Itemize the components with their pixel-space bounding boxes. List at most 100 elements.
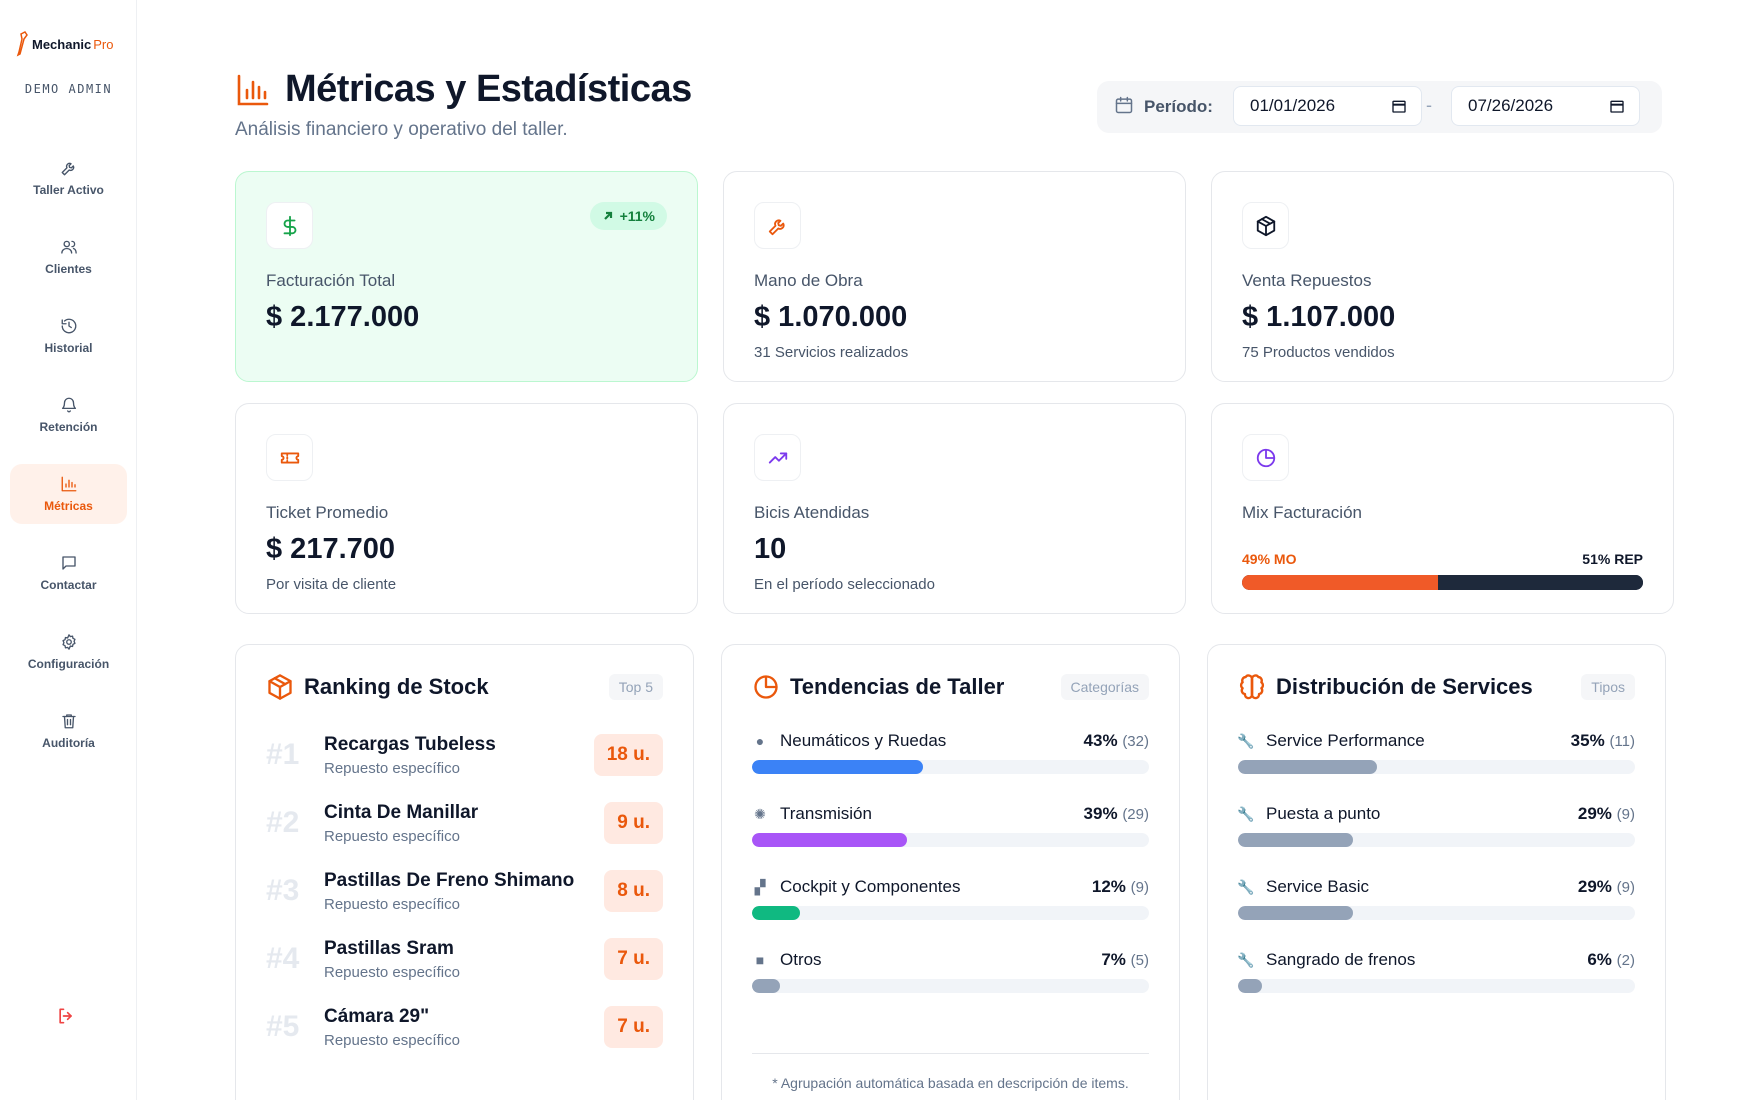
kpi-subtext: 31 Servicios realizados [754,344,909,361]
kpi-card-mix-facturacion: Mix Facturación 49% MO 51% REP [1211,403,1674,614]
trends-footnote: * Agrupación automática basada en descri… [752,1053,1149,1094]
gear-icon [61,634,76,650]
pie-icon [1256,448,1275,467]
quantity-badge: 7 u. [604,1006,663,1048]
progress-track [752,906,1149,920]
category-count: (9) [1130,879,1149,896]
progress-track [752,760,1149,774]
kpi-label: Facturación Total [266,271,396,290]
page-header: Métricas y Estadísticas Análisis financi… [235,68,692,141]
panel-tag: Tipos [1581,674,1635,700]
box-icon [1256,215,1275,236]
kpi-value: $ 2.177.000 [266,301,420,333]
mix-mo-fill [1242,575,1439,590]
wrench-icon: 🔧 [1237,732,1255,749]
sidebar-item-label: Clientes [45,262,92,276]
progress-track [752,833,1149,847]
wrench-icon: 🔧 [1237,878,1255,895]
progress-fill [1238,979,1262,993]
kpi-label: Ticket Promedio [266,503,389,522]
app-logo[interactable]: Mechanic Pro [16,30,113,58]
category-count: (29) [1122,806,1149,823]
sidebar-item-retencion[interactable]: Retención [10,385,127,445]
trend-bars: ● Neumáticos y Ruedas 43% (32) ✺ Transmisi… [752,731,1149,1023]
service-row: 🔧 Puesta a punto 29% (9) [1237,804,1635,877]
sidebar-item-historial[interactable]: Historial [10,306,127,366]
kpi-icon-box [754,202,801,249]
growth-badge: +11% [589,202,667,230]
item-name: Pastillas Sram [324,937,454,959]
brand-name-part2: Pro [93,36,114,52]
panel-title: Distribución de Services [1276,674,1533,699]
service-row: 🔧 Service Performance 35% (11) [1237,731,1635,804]
list-item[interactable]: #5 Cámara 29" Repuesto específico 7 u. [266,993,663,1061]
kpi-label: Mano de Obra [754,271,863,290]
category-name: Neumáticos y Ruedas [780,731,947,750]
period-filter: Período: 01/01/2026 - 07/26/2026 [1097,81,1662,133]
wrench-icon: 🔧 [1237,951,1255,968]
rank-number: #1 [266,738,300,771]
sidebar-item-contactar[interactable]: Contactar [10,543,127,603]
progress-fill [752,760,923,774]
sidebar-item-label: Historial [44,341,93,355]
date-from-input[interactable]: 01/01/2026 [1233,86,1422,126]
logout-button[interactable] [56,1006,80,1030]
item-subtext: Repuesto específico [324,827,460,845]
gear-icon: ✺ [754,805,766,822]
kpi-value: 10 [754,533,787,565]
sidebar-item-configuracion[interactable]: Configuración [10,622,127,682]
calendar-picker-icon[interactable] [1609,98,1625,114]
rank-number: #2 [266,806,300,839]
period-label: Período: [1144,97,1213,116]
bell-icon [61,397,76,413]
sidebar-item-label: Taller Activo [33,183,104,197]
history-icon [61,318,76,334]
mix-rep-fill [1438,575,1643,590]
sidebar-item-metricas[interactable]: Métricas [10,464,127,524]
category-percent: 39% [1083,804,1118,823]
mix-labels: 49% MO 51% REP [1242,551,1643,567]
date-separator: - [1426,95,1432,115]
list-item[interactable]: #2 Cinta De Manillar Repuesto específico … [266,789,663,857]
page-subtitle: Análisis financiero y operativo del tall… [235,119,568,140]
list-item[interactable]: #4 Pastillas Sram Repuesto específico 7 u… [266,925,663,993]
progress-fill [1238,906,1354,920]
kpi-label: Venta Repuestos [1242,271,1372,290]
package-icon: ■ [755,952,765,968]
sidebar-item-taller-activo[interactable]: Taller Activo [10,148,127,208]
kpi-value: $ 1.070.000 [754,301,908,333]
tire-icon: ● [755,733,765,749]
kpi-card-bicis-atendidas: Bicis Atendidas 10 En el período selecci… [723,403,1186,614]
service-count: (9) [1616,806,1635,823]
category-count: (32) [1122,733,1149,750]
progress-track [1238,906,1635,920]
panel-title: Ranking de Stock [304,674,489,699]
list-item[interactable]: #1 Recargas Tubeless Repuesto específico … [266,721,663,789]
trend-row: ■ Otros 7% (5) [752,950,1149,1023]
kpi-card-facturacion-total: +11% Facturación Total $ 2.177.000 [235,171,698,382]
progress-track [752,979,1149,993]
rank-number: #4 [266,942,300,975]
list-item[interactable]: #3 Pastillas De Freno Shimano Repuesto es… [266,857,663,925]
services-distribution-panel: Distribución de Services Tipos 🔧 Service … [1207,644,1666,1100]
panel-tag: Categorías [1060,674,1149,700]
sidebar-item-label: Auditoría [42,736,95,750]
service-percent: 6% [1587,950,1612,969]
sidebar-item-clientes[interactable]: Clientes [10,227,127,287]
category-name: Cockpit y Componentes [780,877,961,896]
service-row: 🔧 Sangrado de frenos 6% (2) [1237,950,1635,1023]
panel-tag: Top 5 [608,674,663,700]
kpi-label: Mix Facturación [1242,503,1362,522]
growth-badge-value: +11% [619,208,655,224]
sidebar-item-label: Contactar [40,578,97,592]
sidebar-item-auditoria[interactable]: Auditoría [10,701,127,761]
sidebar-item-label: Configuración [27,657,110,671]
arrow-up-right-icon [603,211,612,220]
progress-fill [1238,760,1377,774]
date-to-input[interactable]: 07/26/2026 [1451,86,1640,126]
calendar-picker-icon[interactable] [1391,98,1407,114]
category-percent: 7% [1101,950,1126,969]
dollar-icon [283,215,296,236]
progress-track [1238,760,1635,774]
service-count: (11) [1609,733,1635,750]
